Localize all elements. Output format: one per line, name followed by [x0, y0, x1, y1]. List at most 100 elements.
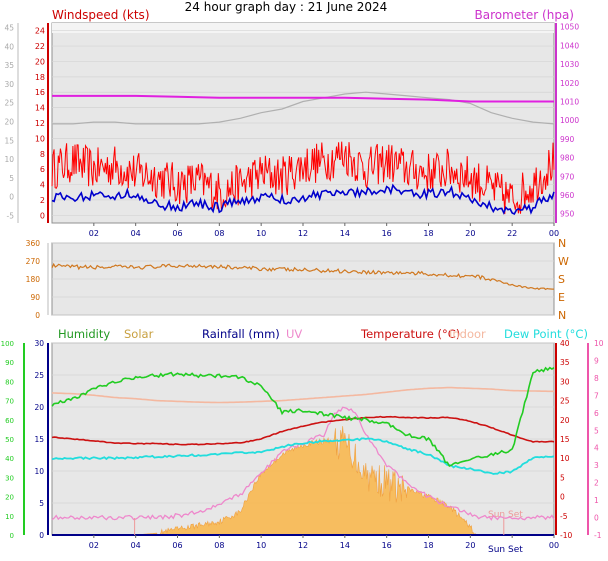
legend-humidity: Humidity: [58, 327, 110, 341]
plot1-time-label: 18: [423, 229, 433, 238]
plot2-left-tick-label: 0: [35, 311, 40, 320]
plot1-left-tick-label: 20: [35, 57, 45, 66]
windspeed-line: [51, 183, 555, 216]
legend-dew-point: Dew Point (°C): [504, 327, 588, 341]
plot3-humidity-tick-label: 80: [5, 378, 14, 386]
plot3-uv-tick-label: 10: [594, 339, 604, 348]
plot3-rain-tick-label: 10: [34, 467, 44, 476]
plot3-rain-tick-label: 15: [34, 435, 44, 444]
legend-rainfall: Rainfall (mm): [202, 327, 280, 341]
plot3-uv-tick-label: 8: [594, 374, 599, 383]
temperature-line: [51, 415, 555, 446]
plot1-outer-tick-label: 20: [4, 117, 14, 126]
plot3-time-label: 06: [172, 541, 182, 550]
plot1-left-tick-label: 2: [40, 196, 45, 205]
legend-solar: Solar: [124, 327, 154, 341]
plot2-left-tick-label: 270: [26, 257, 41, 266]
plot3-time-label: 10: [256, 541, 266, 550]
legend-temperature: Temperature (°C): [360, 327, 460, 341]
plot1-time-label: 00: [549, 229, 559, 238]
plot3-humidity-tick-label: 70: [5, 398, 14, 406]
plot1-left-tick-label: 12: [35, 119, 45, 128]
plot1-outer-tick-label: 35: [4, 61, 14, 70]
plot1-time-label: 20: [465, 229, 475, 238]
plot1-outer-tick-label: 40: [4, 42, 14, 51]
plot1-time-label: 04: [131, 229, 141, 238]
plot3-time-label: 20: [465, 541, 475, 550]
plot1-outer-tick-label: 15: [4, 136, 14, 145]
plot3-humidity-tick-label: 90: [5, 359, 14, 367]
plot1-right-tick-label: 960: [560, 191, 575, 200]
plot1-left-tick-label: 6: [40, 165, 45, 174]
plot3-temp-tick-label: -10: [560, 531, 572, 540]
plot3-temp-tick-label: 30: [560, 377, 570, 386]
plot1-left-tick-label: 24: [35, 27, 45, 36]
humidity-line: [51, 366, 555, 467]
plot1-time-label: 08: [214, 229, 224, 238]
plot2-compass-label: S: [558, 273, 565, 286]
plot3-humidity-tick-label: 100: [1, 340, 14, 348]
plot2-left-tick-label: 180: [26, 275, 41, 284]
plot3-time-label: 02: [89, 541, 99, 550]
plot1-left-tick-label: 10: [35, 134, 45, 143]
plot1-outer-tick-label: 25: [4, 99, 14, 108]
plot3-time-label: 00: [549, 541, 559, 550]
plot1-outer-tick-label: 30: [4, 80, 14, 89]
plot1-right-tick-label: 1020: [560, 79, 579, 88]
plot1-right-tick-label: 970: [560, 172, 575, 181]
plot3-rain-tick-label: 0: [39, 531, 44, 540]
sun-set-label-upper: Sun Set: [488, 510, 523, 520]
plot3-uv-tick-label: 0: [594, 514, 599, 523]
plot3-temp-tick-label: 15: [560, 435, 570, 444]
plot1-outer-tick-label: 45: [4, 24, 14, 33]
plot2-left-tick-label: 360: [26, 239, 41, 248]
plot3-rain-tick-label: 20: [34, 403, 44, 412]
plot3-uv-tick-label: 2: [594, 479, 599, 488]
page-title: 24 hour graph day : 21 June 2024: [185, 0, 388, 14]
plot3-humidity-tick-label: 40: [5, 455, 14, 463]
windspeed-label: Windspeed (kts): [52, 8, 150, 22]
plot1-left-tick-label: 18: [35, 73, 45, 82]
plot2-compass-label: N: [558, 237, 566, 250]
plot3-temp-tick-label: -5: [560, 512, 568, 521]
plot3-uv-tick-label: 5: [594, 426, 599, 435]
plot1-left-tick-label: 14: [35, 104, 45, 113]
gust-line: [51, 141, 555, 215]
plot1-outer-tick-label: 5: [9, 174, 14, 183]
plot1-right-tick-label: 1030: [560, 60, 579, 69]
plot3-uv-tick-label: 3: [594, 461, 599, 470]
dew-point-line: [51, 437, 555, 475]
plot3-temp-tick-label: 20: [560, 416, 570, 425]
plot1-time-label: 16: [382, 229, 392, 238]
plot3-uv-tick-label: 1: [594, 496, 599, 505]
plot3-time-label: 14: [340, 541, 350, 550]
plot2-compass-label: N: [558, 309, 566, 322]
plot1-time-label: 12: [298, 229, 308, 238]
plot1-right-tick-label: 990: [560, 135, 575, 144]
barometer-line: [52, 94, 554, 103]
plot1-right-tick-label: 1040: [560, 41, 579, 50]
plot3-time-label: 18: [423, 541, 433, 550]
plot3-rain-tick-label: 25: [34, 371, 44, 380]
plot3-time-label: 16: [382, 541, 392, 550]
plot1-left-tick-label: 4: [40, 181, 45, 190]
plot2-compass-label: E: [558, 291, 565, 304]
plot1-time-label: 22: [507, 229, 517, 238]
plot3-time-label: 08: [214, 541, 224, 550]
plot2-compass-label: W: [558, 255, 569, 268]
indoor-temp-line: [51, 386, 555, 404]
plot3-temp-tick-label: 35: [560, 358, 570, 367]
plot3-uv-tick-label: 4: [594, 444, 599, 453]
plot3-temp-tick-label: 5: [560, 473, 565, 482]
legend-uv: UV: [286, 327, 302, 341]
plot1-right-tick-label: 1050: [560, 23, 579, 32]
plot1-left-tick-label: 22: [35, 42, 45, 51]
plot3-humidity-tick-label: 10: [5, 513, 14, 521]
plot1-outer-tick-label: 10: [4, 155, 14, 164]
plot1-outer-tick-label: -5: [7, 211, 15, 220]
plot3-humidity-tick-label: 30: [5, 474, 14, 482]
plot1-right-tick-label: 1000: [560, 116, 579, 125]
plot3-time-label: 12: [298, 541, 308, 550]
plot1-time-label: 14: [340, 229, 350, 238]
